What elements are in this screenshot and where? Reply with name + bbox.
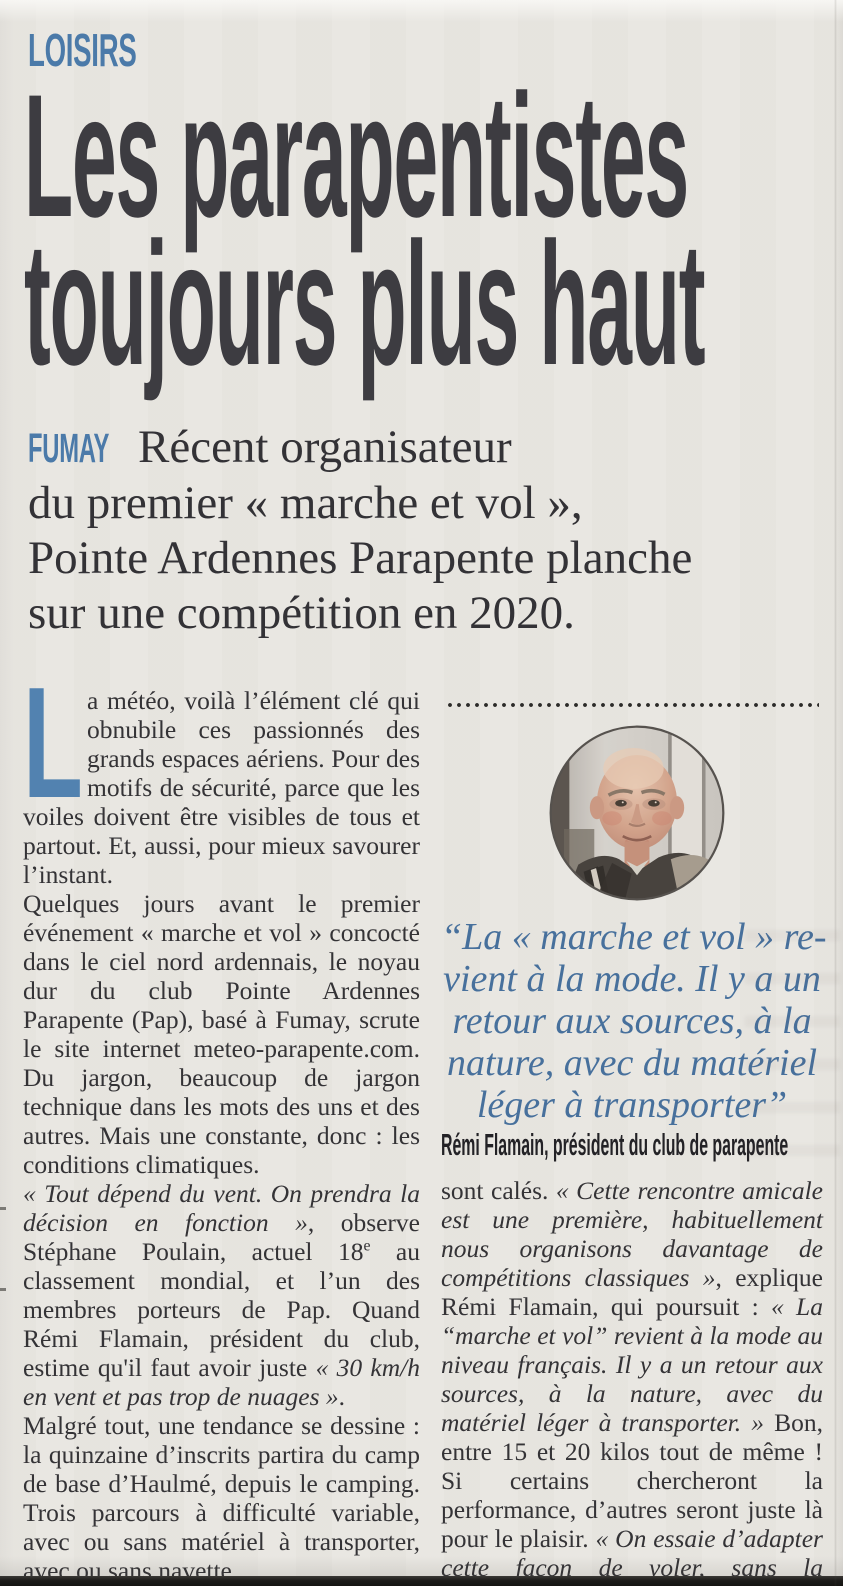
quote-inline: « 30 km/h en vent et pas trop de nuages …	[23, 1353, 420, 1411]
scan-edge-artifact	[0, 1207, 6, 1210]
quote-inline: « Tout dépend du vent. On prendra la déc…	[23, 1179, 420, 1237]
paragraph-text: sont calés.	[441, 1176, 556, 1205]
kicker-label: FUMAY	[28, 425, 110, 471]
paragraph: sont calés. « Cette rencontre amicale es…	[441, 1176, 823, 1586]
dropcap: L	[23, 664, 87, 822]
bottom-shadow	[0, 1556, 843, 1576]
headline-line-2: toujours plus haut	[24, 207, 706, 402]
standfirst-line: Pointe Ardennes Parapente planche	[28, 532, 693, 584]
standfirst-line: sur une compétition en 2020.	[28, 587, 575, 639]
ordinal-superscript: e	[363, 1237, 371, 1255]
paragraph-text: , explique Rémi Flamain, qui poursuit :	[441, 1263, 824, 1321]
paper-crease	[834, 0, 837, 1586]
paragraph-text: Bon, entre 15 et 20 kilos tout de même !…	[441, 1408, 823, 1553]
quote-attribution: Rémi Flamain, président du club de parap…	[441, 1128, 823, 1164]
paragraph-text: au classement mondial, et l’un des membr…	[23, 1237, 420, 1382]
quote-attribution-text: Rémi Flamain, président du club de parap…	[441, 1128, 789, 1162]
scan-edge-artifact	[0, 1288, 6, 1291]
paragraph-text: a météo, voilà l’élément clé qui obnubil…	[23, 686, 420, 889]
pull-quote-line: retour aux sources, à la	[452, 1000, 812, 1042]
pull-quote-line: nature, avec du matériel	[446, 1042, 818, 1084]
standfirst-text: Récent organisateur	[138, 421, 512, 473]
kicker-location: FUMAY	[28, 420, 138, 476]
standfirst: FUMAY Récent organisateur du premier « ma…	[28, 420, 828, 641]
article-column-right: “La « marche et vol » re- vient à la mod…	[441, 684, 827, 1586]
paragraph: Quelques jours avant le premier événemen…	[23, 889, 420, 1179]
paragraph: « Tout dépend du vent. On prendra la déc…	[23, 1179, 420, 1411]
pull-quote-line: “La « marche et vol » re-	[441, 916, 827, 958]
paragraph-text: , observe Stéphane Poulain, actuel 18	[23, 1208, 420, 1266]
section-label: LOISIRS	[28, 24, 137, 76]
paragraph: Malgré tout, une tendance se dessine : l…	[23, 1411, 420, 1585]
headline-line-1: Les parapentistes	[24, 59, 689, 254]
quote-inline: « La “marche et vol” revient à la mode a…	[441, 1292, 823, 1437]
dropcap-letter: L	[23, 655, 83, 831]
standfirst-line: FUMAY Récent organisateur	[28, 420, 828, 476]
pull-quote: “La « marche et vol » re- vient à la mod…	[441, 916, 827, 1126]
portrait-photo	[548, 724, 726, 902]
pull-quote-line: léger à transporter”	[476, 1084, 788, 1126]
paragraph-text: .	[338, 1382, 345, 1411]
quote-inline: « Cette rencontre amicale est une premiè…	[441, 1176, 823, 1292]
standfirst-line: du premier « marche et vol »,	[28, 477, 583, 529]
dotted-separator	[447, 702, 819, 708]
bottom-rule	[0, 1576, 843, 1586]
pull-quote-line: vient à la mode. Il y a un	[443, 958, 821, 1000]
print-bleed-artifact	[745, 930, 840, 1165]
portrait-illustration	[549, 725, 725, 901]
